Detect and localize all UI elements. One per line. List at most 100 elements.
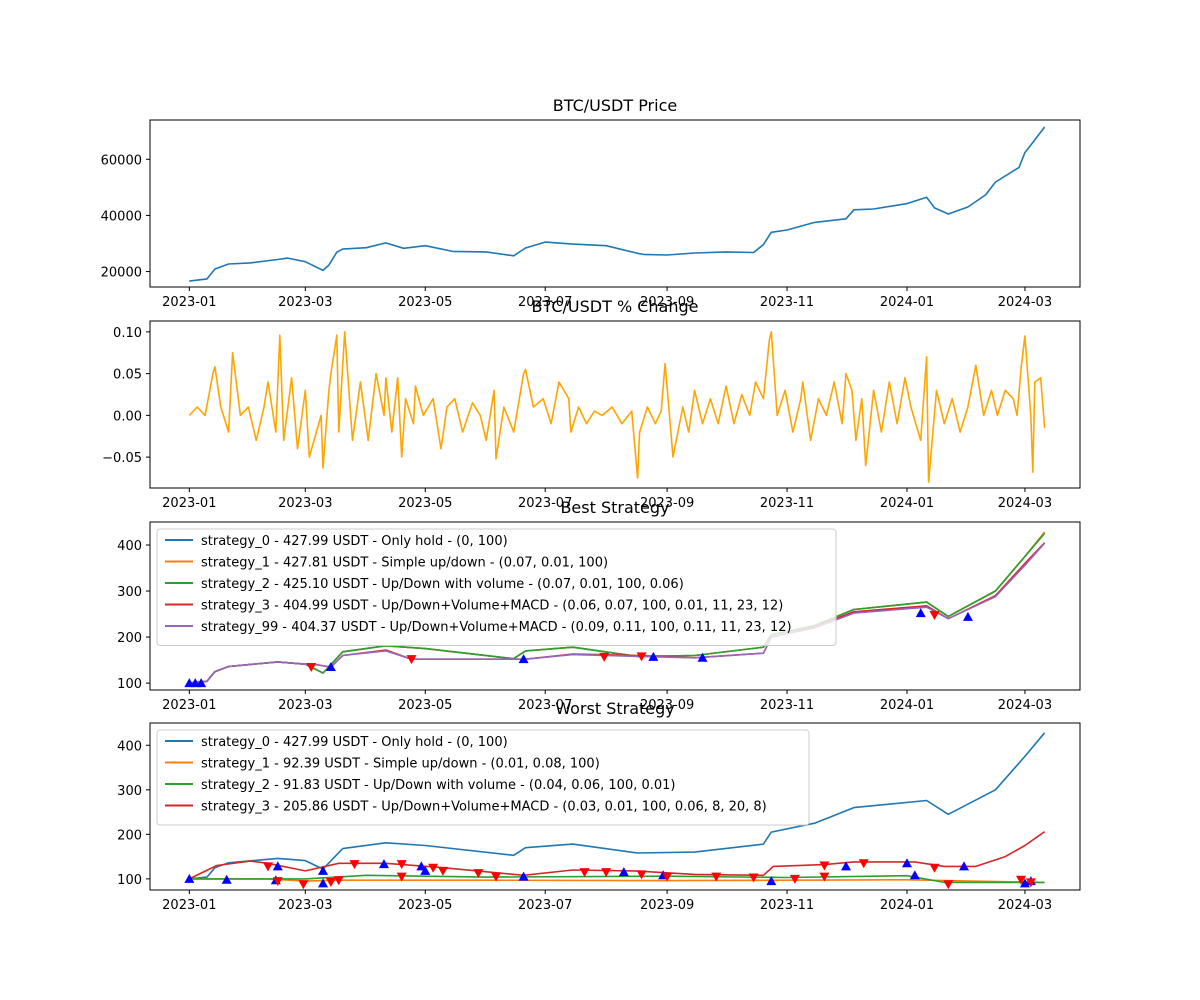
buy-marker bbox=[962, 611, 973, 621]
x-tick-label: 2023-05 bbox=[398, 496, 452, 511]
y-tick-label: 40000 bbox=[101, 209, 142, 224]
buy-marker bbox=[697, 652, 708, 662]
buy-marker bbox=[378, 859, 389, 869]
sell-marker bbox=[349, 860, 360, 870]
y-tick-label: 400 bbox=[117, 739, 142, 754]
panel-2: Best Strategy 2023-01 2023-03 2023-05 2023-0… bbox=[117, 498, 1081, 713]
legend-entry: strategy_3 - 205.86 USDT - Up/Down+Volum… bbox=[201, 800, 767, 815]
sell-marker bbox=[272, 877, 283, 887]
x-tick-label: 2023-09 bbox=[640, 698, 694, 713]
legend-box bbox=[156, 528, 837, 646]
x-tick-label: 2023-05 bbox=[398, 898, 452, 913]
x-tick-label: 2023-01 bbox=[162, 295, 216, 310]
buy-marker bbox=[958, 861, 969, 871]
sell-marker bbox=[599, 652, 610, 662]
sell-marker bbox=[929, 610, 940, 620]
x-tick-label: 2023-07 bbox=[518, 295, 572, 310]
axes-frame bbox=[149, 722, 1081, 891]
buy-marker bbox=[325, 661, 336, 671]
y-tick-label: 0.05 bbox=[113, 368, 142, 383]
buy-marker bbox=[618, 867, 629, 877]
x-tick-label: 2023-03 bbox=[278, 698, 332, 713]
panel-3: Worst Strategy 2023-01 2023-03 2023-05 2023-… bbox=[117, 699, 1081, 913]
sell-marker bbox=[428, 863, 439, 873]
sell-marker bbox=[437, 866, 448, 876]
x-tick-label: 2024-01 bbox=[880, 898, 934, 913]
buy-marker bbox=[648, 651, 659, 661]
buy-marker bbox=[221, 874, 232, 884]
y-tick-label: 60000 bbox=[101, 153, 142, 168]
y-tick-label: 20000 bbox=[101, 266, 142, 281]
panels: BTC/USDT Price 2023-01 2023-03 2023-05 2023-… bbox=[101, 96, 1081, 913]
sell-marker bbox=[748, 873, 759, 883]
y-tick-label: −0.05 bbox=[102, 451, 142, 466]
sell-marker bbox=[491, 872, 502, 882]
sell-marker bbox=[819, 872, 830, 882]
panel-title: BTC/USDT % Change bbox=[532, 297, 699, 316]
buy-marker bbox=[318, 878, 329, 888]
sell-marker bbox=[306, 662, 317, 672]
sell-marker bbox=[473, 869, 484, 879]
buy-marker bbox=[196, 678, 207, 688]
buy-marker bbox=[272, 861, 283, 871]
x-tick-label: 2023-05 bbox=[398, 698, 452, 713]
x-tick-label: 2024-01 bbox=[880, 698, 934, 713]
x-tick-label: 2023-07 bbox=[518, 496, 572, 511]
x-tick-label: 2024-03 bbox=[998, 898, 1052, 913]
buy-marker bbox=[518, 654, 529, 664]
series-line-0 bbox=[188, 331, 1046, 484]
buy-marker bbox=[184, 873, 195, 883]
axes-frame bbox=[149, 320, 1081, 489]
legend-entry: strategy_1 - 427.81 USDT - Simple up/dow… bbox=[201, 556, 608, 571]
x-tick-label: 2023-01 bbox=[162, 898, 216, 913]
y-tick-label: 300 bbox=[117, 585, 142, 600]
buy-marker bbox=[766, 876, 777, 886]
x-tick-label: 2023-09 bbox=[640, 295, 694, 310]
x-tick-label: 2024-03 bbox=[998, 496, 1052, 511]
sell-marker bbox=[636, 652, 647, 662]
legend-entry: strategy_0 - 427.99 USDT - Only hold - (… bbox=[201, 735, 508, 750]
panel-title: Worst Strategy bbox=[555, 699, 675, 718]
panel-title: BTC/USDT Price bbox=[553, 96, 677, 115]
buy-marker bbox=[841, 861, 852, 871]
sell-marker bbox=[662, 872, 673, 882]
buy-marker bbox=[420, 865, 431, 875]
legend-entry: strategy_0 - 427.99 USDT - Only hold - (… bbox=[201, 534, 508, 549]
x-tick-label: 2024-03 bbox=[998, 698, 1052, 713]
x-tick-label: 2023-03 bbox=[278, 295, 332, 310]
sell-marker bbox=[711, 872, 722, 882]
sell-marker bbox=[1016, 875, 1027, 885]
axes-frame bbox=[149, 521, 1081, 691]
sell-marker bbox=[929, 863, 940, 873]
buy-marker bbox=[901, 858, 912, 868]
x-tick-label: 2024-01 bbox=[880, 295, 934, 310]
sell-marker bbox=[1025, 878, 1036, 888]
series-line-strategy_99 bbox=[189, 542, 1046, 684]
panel-title: Best Strategy bbox=[560, 498, 669, 517]
y-tick-label: 0.00 bbox=[113, 409, 142, 424]
sell-marker bbox=[636, 870, 647, 880]
sell-marker bbox=[601, 868, 612, 878]
sell-marker bbox=[333, 876, 344, 886]
sell-marker bbox=[325, 877, 336, 887]
x-tick-label: 2023-07 bbox=[518, 898, 572, 913]
sell-marker bbox=[262, 862, 273, 872]
x-tick-label: 2023-11 bbox=[760, 496, 814, 511]
x-tick-label: 2023-07 bbox=[518, 698, 572, 713]
legend-entry: strategy_99 - 404.37 USDT - Up/Down+Volu… bbox=[201, 620, 792, 635]
x-tick-label: 2023-11 bbox=[760, 898, 814, 913]
x-tick-label: 2024-01 bbox=[880, 496, 934, 511]
buy-marker bbox=[416, 861, 427, 871]
sell-marker bbox=[396, 860, 407, 870]
panel-1: BTC/USDT % Change 2023-01 2023-03 2023-05 20… bbox=[102, 297, 1081, 511]
x-tick-label: 2023-09 bbox=[640, 496, 694, 511]
x-tick-label: 2023-11 bbox=[760, 295, 814, 310]
buy-marker bbox=[909, 870, 920, 880]
buy-marker bbox=[915, 608, 926, 618]
legend-box bbox=[156, 729, 810, 826]
series-line-0 bbox=[189, 126, 1046, 282]
buy-marker bbox=[518, 871, 529, 881]
y-tick-label: 0.10 bbox=[113, 326, 142, 341]
legend-entry: strategy_2 - 91.83 USDT - Up/Down with v… bbox=[201, 778, 676, 793]
